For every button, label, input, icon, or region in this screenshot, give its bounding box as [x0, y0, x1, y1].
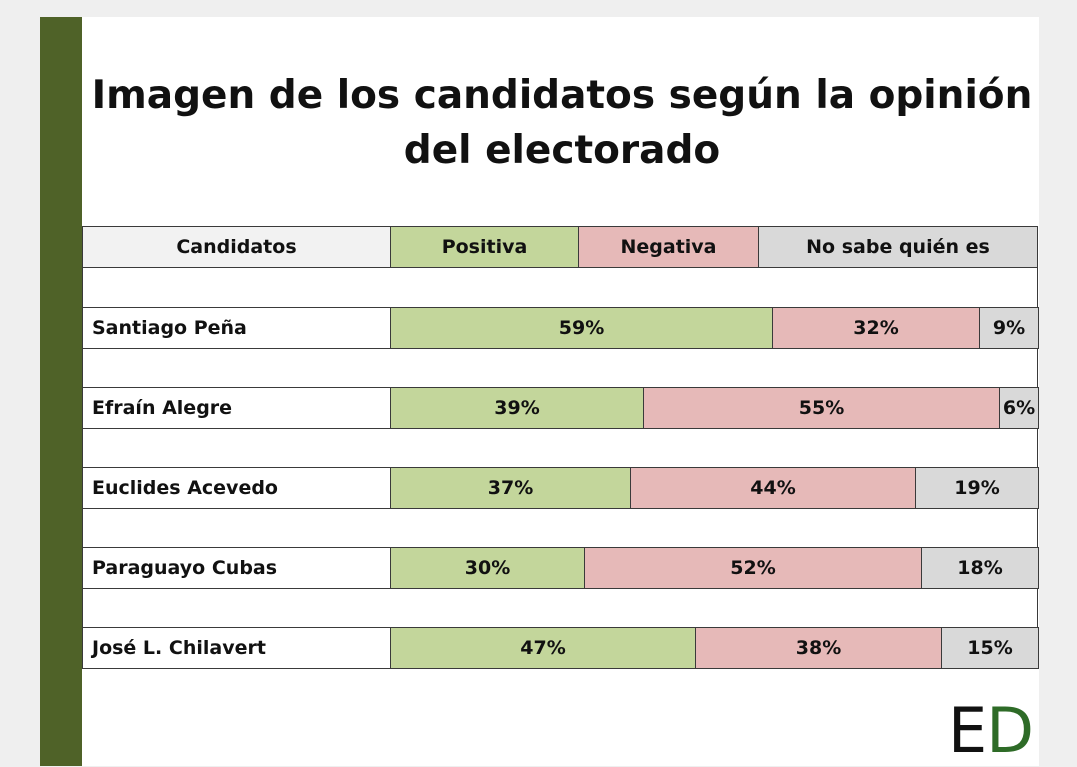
bar-negativa: 32%	[772, 307, 980, 349]
bar-positiva: 30%	[390, 547, 585, 589]
sidebar-accent-bar	[40, 17, 82, 766]
bar-positiva: 47%	[390, 627, 696, 669]
bar-positiva: 37%	[390, 467, 631, 509]
candidate-name: José L. Chilavert	[82, 627, 391, 669]
bar-negativa: 55%	[643, 387, 1000, 429]
bar-negativa: 52%	[584, 547, 922, 589]
bar-no-sabe: 19%	[915, 467, 1039, 509]
bar-no-sabe: 9%	[979, 307, 1039, 349]
bar-no-sabe: 18%	[921, 547, 1039, 589]
header-candidatos: Candidatos	[82, 226, 391, 268]
row-spacer	[82, 507, 1038, 547]
candidate-name: Santiago Peña	[82, 307, 391, 349]
candidate-name: Efraín Alegre	[82, 387, 391, 429]
header-negativa: Negativa	[578, 226, 759, 268]
bar-no-sabe: 15%	[941, 627, 1039, 669]
row-spacer	[82, 587, 1038, 627]
candidate-name: Euclides Acevedo	[82, 467, 391, 509]
bar-positiva: 39%	[390, 387, 644, 429]
row-spacer	[82, 267, 1038, 307]
header-positiva: Positiva	[390, 226, 579, 268]
bar-negativa: 38%	[695, 627, 942, 669]
logo-letter-d: D	[986, 694, 1034, 767]
row-spacer	[82, 427, 1038, 467]
candidate-name: Paraguayo Cubas	[82, 547, 391, 589]
bar-positiva: 59%	[390, 307, 773, 349]
header-no-sabe: No sabe quién es	[758, 226, 1038, 268]
chart-title: Imagen de los candidatos según la opinió…	[91, 73, 1033, 173]
bar-negativa: 44%	[630, 467, 916, 509]
ed-logo: ED	[948, 698, 1034, 764]
bar-no-sabe: 6%	[999, 387, 1039, 429]
row-spacer	[82, 347, 1038, 387]
logo-letter-e: E	[948, 694, 987, 767]
